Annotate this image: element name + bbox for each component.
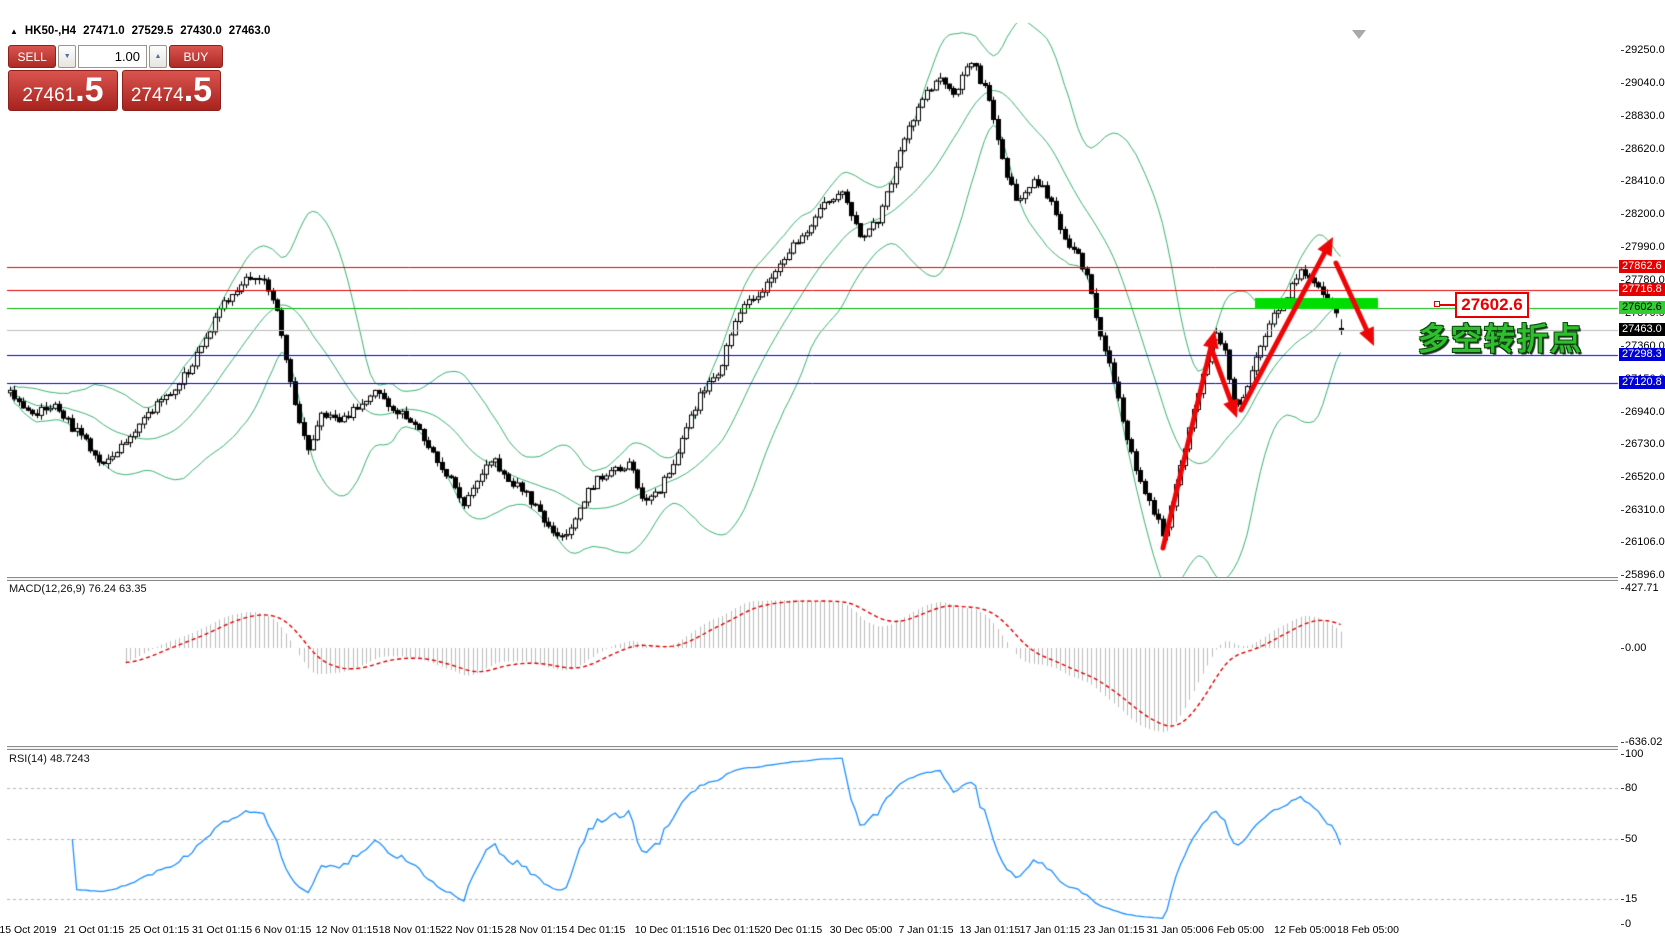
volume-input[interactable] (78, 45, 148, 68)
chart-shift-marker-icon[interactable] (1352, 30, 1366, 39)
one-click-trade-panel: SELL ▼ ▲ BUY 27461 .5 27474 .5 (8, 45, 223, 111)
price-tick-label: 28410.0 (1621, 175, 1665, 187)
time-axis-label[interactable]: 10 Dec 01:15 (634, 924, 698, 936)
time-axis-label[interactable]: 25 Oct 01:15 (128, 924, 190, 936)
volume-decrease-button[interactable]: ▼ (58, 45, 77, 68)
rsi-axis-label: 0 (1621, 918, 1631, 930)
symbol-ohlc-line: ▲ HK50-,H4 27471.0 27529.5 27430.0 27463… (10, 25, 270, 37)
time-axis-label[interactable]: 13 Jan 01:15 (959, 924, 1021, 936)
sell-price-frac: .5 (75, 71, 104, 109)
buy-price-button[interactable]: 27474 .5 (122, 70, 221, 111)
sell-button-label: SELL (17, 49, 47, 64)
macd-rsi-separator[interactable] (7, 746, 1618, 750)
time-axis-label[interactable]: 7 Jan 01:15 (898, 924, 954, 936)
price-label-anchor-handle[interactable] (1434, 301, 1440, 307)
ohlc-close: 27463.0 (228, 25, 271, 37)
rsi-indicator-label: RSI(14) 48.7243 (9, 753, 90, 765)
time-axis-label[interactable]: 23 Jan 01:15 (1083, 924, 1145, 936)
price-tick-label: 29040.0 (1621, 77, 1665, 89)
price-axis[interactable]: 29250.0 29040.0 28830.0 28620.0 28410.0 28200… (1618, 0, 1665, 930)
time-axis-label[interactable]: 15 Oct 2019 (0, 924, 57, 936)
price-label-connector (1440, 304, 1455, 306)
symbol-name: HK50-,H4 (24, 25, 77, 37)
time-axis-label[interactable]: 18 Feb 05:00 (1337, 924, 1399, 936)
rsi-axis-label: 80 (1621, 782, 1637, 794)
time-axis-label[interactable]: 31 Jan 05:00 (1146, 924, 1208, 936)
rsi-axis-label: 100 (1621, 748, 1643, 760)
price-tick-label: 28830.0 (1621, 110, 1665, 122)
rsi-axis-label: 15 (1621, 893, 1637, 905)
price-tick-label: 29250.0 (1621, 44, 1665, 56)
time-axis-label[interactable]: 12 Nov 01:15 (315, 924, 379, 936)
time-axis-label[interactable]: 30 Dec 05:00 (829, 924, 893, 936)
buy-price-frac: .5 (183, 71, 213, 109)
spinner-up-icon: ▲ (154, 53, 162, 60)
price-tick-label: 26106.0 (1621, 536, 1665, 548)
time-axis-label[interactable]: 16 Dec 01:15 (697, 924, 761, 936)
price-line-label[interactable]: 27716.8 (1619, 282, 1665, 296)
time-axis-label[interactable]: 28 Nov 01:15 (504, 924, 568, 936)
price-tick-label: 27990.0 (1621, 241, 1665, 253)
ohlc-open: 27471.0 (83, 25, 125, 37)
macd-axis-label: -636.02 (1621, 736, 1662, 748)
price-line-label[interactable]: 27120.8 (1619, 376, 1665, 390)
price-line-label[interactable]: 27298.3 (1619, 348, 1665, 362)
time-axis-label[interactable]: 18 Nov 01:15 (378, 924, 442, 936)
macd-axis-label: 0.00 (1621, 642, 1646, 654)
sell-button[interactable]: SELL (8, 45, 57, 68)
time-axis-label[interactable]: 12 Feb 05:00 (1274, 924, 1336, 936)
main-macd-separator[interactable] (7, 577, 1618, 581)
time-axis-label[interactable]: 6 Nov 01:15 (254, 924, 312, 936)
time-axis-label[interactable]: 21 Oct 01:15 (63, 924, 125, 936)
time-axis-label[interactable]: 6 Feb 05:00 (1207, 924, 1265, 936)
volume-increase-button[interactable]: ▲ (149, 45, 167, 68)
time-axis-label[interactable]: 22 Nov 01:15 (440, 924, 504, 936)
price-line-label[interactable]: 27463.0 (1619, 322, 1665, 336)
time-axis-label[interactable]: 4 Dec 01:15 (568, 924, 626, 936)
price-tick-label: 28200.0 (1621, 208, 1665, 220)
buy-button-label: BUY (183, 49, 209, 64)
price-tick-label: 26730.0 (1621, 438, 1665, 450)
sell-price-button[interactable]: 27461 .5 (8, 70, 118, 111)
price-tick-label: 25896.0 (1621, 569, 1665, 581)
price-tick-label: 28620.0 (1621, 143, 1665, 155)
rsi-axis-label: 50 (1621, 833, 1637, 845)
price-line-label[interactable]: 27862.6 (1619, 260, 1665, 274)
time-axis-label[interactable]: 20 Dec 01:15 (759, 924, 823, 936)
time-axis-label[interactable]: 17 Jan 01:15 (1019, 924, 1081, 936)
price-tick-label: 26310.0 (1621, 504, 1665, 516)
macd-axis-label: 427.71 (1621, 582, 1659, 594)
turning-point-annotation[interactable]: 多空转折点 (1418, 322, 1583, 357)
price-tick-label: 26520.0 (1621, 471, 1665, 483)
buy-button[interactable]: BUY (168, 45, 223, 68)
ohlc-high: 27529.5 (131, 25, 174, 37)
price-tick-label: 26940.0 (1621, 406, 1665, 418)
time-axis[interactable]: 15 Oct 2019 21 Oct 01:15 25 Oct 01:15 31 Oc… (0, 922, 1665, 942)
price-line-label[interactable]: 27602.6 (1619, 300, 1665, 314)
time-axis-label[interactable]: 31 Oct 01:15 (191, 924, 253, 936)
resistance-price-label[interactable]: 27602.6 (1455, 292, 1529, 318)
collapse-panel-icon[interactable]: ▲ (10, 26, 18, 36)
ohlc-low: 27430.0 (180, 25, 222, 37)
sell-price-main: 27461 (22, 85, 76, 106)
buy-price-main: 27474 (130, 85, 184, 106)
spinner-down-icon: ▼ (63, 53, 71, 60)
macd-indicator-label: MACD(12,26,9) 76.24 63.35 (9, 583, 147, 595)
